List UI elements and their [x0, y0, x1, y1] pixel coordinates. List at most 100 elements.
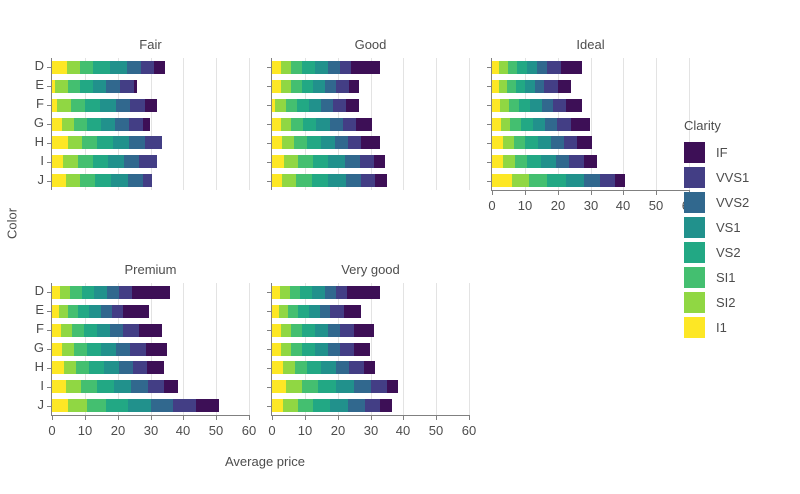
- bar-segment: [516, 61, 527, 74]
- x-axis-title: Average price: [225, 454, 305, 469]
- stacked-bar: [52, 174, 153, 187]
- bar-segment: [113, 136, 130, 149]
- y-tick: [267, 67, 271, 68]
- bar-segment: [545, 118, 557, 131]
- legend-label: VS1: [716, 220, 741, 235]
- bar-segment: [76, 361, 90, 374]
- bar-segment: [361, 174, 376, 187]
- bar-segment: [130, 99, 146, 112]
- bar-segment: [77, 155, 93, 168]
- legend-item[interactable]: VVS2: [681, 190, 796, 215]
- legend-item[interactable]: VS1: [681, 215, 796, 240]
- x-tick: [656, 191, 657, 195]
- bar-segment: [123, 324, 139, 337]
- bar-segment: [526, 61, 538, 74]
- bar-segment: [113, 380, 132, 393]
- y-tick: [267, 349, 271, 350]
- bar-segment: [106, 399, 129, 412]
- stacked-bar: [52, 399, 220, 412]
- legend-item[interactable]: VS2: [681, 240, 796, 265]
- bar-segment: [503, 155, 515, 168]
- bar-segment: [296, 174, 313, 187]
- bar-segment: [96, 380, 114, 393]
- bar-segment: [118, 286, 133, 299]
- bar-segment: [312, 80, 325, 93]
- x-tick: [525, 191, 526, 195]
- legend-item[interactable]: IF: [681, 140, 796, 165]
- bar-segment: [52, 380, 66, 393]
- bar-segment: [350, 61, 381, 74]
- bar-segment: [52, 174, 67, 187]
- bar-segment: [279, 286, 290, 299]
- y-tick: [487, 124, 491, 125]
- legend-label: SI2: [716, 295, 736, 310]
- bar-segment: [537, 136, 552, 149]
- bar-segment: [129, 136, 145, 149]
- stacked-bar: [492, 80, 571, 93]
- bar-segment: [510, 118, 521, 131]
- bar-segment: [80, 174, 96, 187]
- bar-segment: [127, 61, 141, 74]
- y-tick: [267, 330, 271, 331]
- stacked-bar: [52, 61, 166, 74]
- y-axis-line: [491, 58, 492, 190]
- legend-swatch: [684, 242, 705, 263]
- bar-segment: [272, 380, 286, 393]
- legend-item[interactable]: SI1: [681, 265, 796, 290]
- facet-title: Very good: [341, 262, 400, 277]
- bar-segment: [553, 99, 567, 112]
- legend-label: VVS2: [716, 195, 750, 210]
- x-tick-label: 50: [208, 423, 224, 438]
- plot-area: D E F G H I J 0 10 20 30 40 50 60: [34, 283, 256, 438]
- bar-segment: [347, 286, 381, 299]
- bar-segment: [297, 399, 314, 412]
- bar-segment: [94, 286, 108, 299]
- bar-segment: [65, 380, 81, 393]
- bar-segment: [555, 155, 570, 168]
- plot-area: [267, 58, 470, 190]
- bar-segment: [565, 174, 584, 187]
- x-tick-label: 60: [241, 423, 257, 438]
- bar-segment: [499, 80, 508, 93]
- bar-segment: [52, 361, 64, 374]
- bar-segment: [560, 61, 583, 74]
- bar-segment: [52, 286, 60, 299]
- bar-segment: [139, 155, 157, 168]
- bar-segment: [293, 136, 307, 149]
- bar-segment: [73, 343, 87, 356]
- legend-item[interactable]: I1: [681, 315, 796, 340]
- gridline: [436, 283, 437, 415]
- stacked-bar: [52, 286, 171, 299]
- bar-segment: [163, 380, 179, 393]
- bar-segment: [547, 61, 561, 74]
- y-axis-line: [271, 58, 272, 190]
- y-tick-label: I: [40, 153, 44, 168]
- bar-segment: [89, 361, 104, 374]
- bar-segment: [147, 380, 164, 393]
- y-tick: [47, 86, 51, 87]
- gridline: [216, 283, 217, 415]
- bar-segment: [320, 136, 335, 149]
- x-tick: [558, 191, 559, 195]
- bar-segment: [60, 324, 72, 337]
- bar-segment: [300, 286, 313, 299]
- legend-item[interactable]: VVS1: [681, 165, 796, 190]
- bar-segment: [502, 136, 514, 149]
- bar-segment: [345, 99, 359, 112]
- x-tick: [436, 416, 437, 420]
- legend-item[interactable]: SI2: [681, 290, 796, 315]
- bar-segment: [143, 174, 153, 187]
- bar-segment: [281, 174, 297, 187]
- bar-segment: [342, 118, 356, 131]
- x-axis-line: [271, 415, 470, 416]
- y-tick: [47, 124, 51, 125]
- y-tick-label: G: [33, 115, 44, 130]
- bar-segment: [547, 174, 566, 187]
- bar-segment: [67, 136, 82, 149]
- bar-segment: [364, 399, 381, 412]
- y-tick: [487, 105, 491, 106]
- bar-segment: [52, 399, 69, 412]
- bar-segment: [124, 155, 140, 168]
- bar-segment: [138, 324, 162, 337]
- legend-label: VS2: [716, 245, 741, 260]
